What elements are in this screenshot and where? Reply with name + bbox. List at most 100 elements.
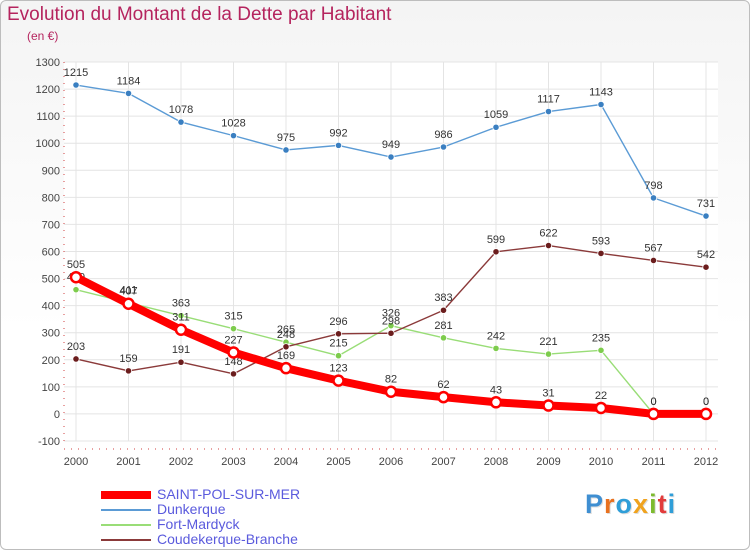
y-tick-label: 0	[54, 409, 60, 421]
data-label-dunkerque: 986	[434, 129, 452, 141]
legend-label: Fort-Mardyck	[157, 516, 240, 532]
data-point-dunkerque	[387, 153, 395, 161]
data-point-dunkerque	[282, 146, 290, 154]
x-tick-label: 2012	[694, 456, 718, 468]
data-point-coudekerque-branche	[544, 241, 553, 250]
data-label-fort-mardyck: 363	[172, 298, 190, 310]
data-label-dunkerque: 798	[644, 180, 662, 192]
data-point-saint-pol-sur-mer	[279, 361, 293, 375]
x-tick-label: 2010	[589, 456, 613, 468]
data-label-coudekerque-branche: 542	[697, 249, 715, 261]
y-tick-label: 900	[42, 165, 60, 177]
y-tick-label: 400	[42, 301, 60, 313]
data-label-coudekerque-branche: 159	[119, 353, 137, 365]
data-label-fort-mardyck: 0	[650, 396, 656, 408]
data-label-dunkerque: 1215	[64, 67, 88, 79]
data-point-coudekerque-branche	[229, 370, 238, 378]
data-point-coudekerque-branche	[439, 306, 448, 314]
data-point-coudekerque-branche	[702, 263, 710, 271]
y-tick-label: 500	[42, 274, 60, 286]
data-point-dunkerque	[492, 123, 500, 131]
data-label-dunkerque: 1143	[589, 87, 613, 99]
data-label-dunkerque: 1184	[117, 75, 141, 87]
data-point-saint-pol-sur-mer	[227, 346, 240, 359]
data-label-coudekerque-branche: 567	[644, 242, 662, 254]
legend-swatch	[101, 524, 151, 526]
data-label-saint-pol-sur-mer: 22	[595, 390, 607, 402]
x-tick-label: 2004	[274, 456, 298, 468]
data-point-dunkerque	[229, 132, 238, 140]
y-tick-label: 600	[42, 247, 60, 259]
data-point-fort-mardyck	[597, 346, 605, 354]
legend-swatch	[101, 491, 151, 499]
data-label-saint-pol-sur-mer: 227	[224, 334, 242, 346]
x-tick-label: 2001	[116, 456, 140, 468]
data-point-dunkerque	[702, 212, 710, 220]
y-tick-label: 200	[42, 355, 60, 367]
data-point-saint-pol-sur-mer	[332, 374, 345, 387]
data-point-coudekerque-branche	[387, 329, 395, 337]
data-label-fort-mardyck: 315	[224, 311, 242, 323]
data-label-fort-mardyck: 215	[329, 338, 347, 350]
data-point-dunkerque	[649, 194, 658, 202]
data-point-coudekerque-branche	[597, 249, 605, 257]
data-point-coudekerque-branche	[282, 343, 290, 351]
data-label-coudekerque-branche: 203	[67, 341, 85, 353]
legend-swatch	[101, 509, 151, 511]
data-point-dunkerque	[334, 141, 343, 149]
chart-subtitle: (en €)	[27, 29, 59, 43]
data-point-saint-pol-sur-mer	[542, 399, 555, 412]
data-point-saint-pol-sur-mer	[122, 297, 135, 310]
data-point-fort-mardyck	[72, 286, 80, 294]
y-tick-label: 1000	[36, 138, 60, 150]
data-label-coudekerque-branche: 248	[277, 329, 295, 341]
data-label-dunkerque: 949	[382, 139, 400, 151]
data-point-fort-mardyck	[492, 344, 500, 353]
data-label-fort-mardyck: 242	[487, 330, 505, 342]
data-label-saint-pol-sur-mer: 505	[67, 259, 85, 271]
y-tick-label: 1300	[36, 57, 60, 69]
data-label-saint-pol-sur-mer: 123	[329, 363, 347, 375]
data-label-coudekerque-branche: 383	[434, 292, 452, 304]
data-label-saint-pol-sur-mer: 82	[385, 374, 397, 386]
data-label-fort-mardyck: 235	[592, 332, 610, 344]
data-point-dunkerque	[72, 81, 80, 89]
data-label-fort-mardyck: 326	[382, 308, 400, 320]
data-point-saint-pol-sur-mer	[437, 390, 450, 404]
data-label-saint-pol-sur-mer: 169	[277, 350, 295, 362]
chart-title: Evolution du Montant de la Dette par Hab…	[7, 4, 392, 25]
data-point-dunkerque	[597, 100, 605, 109]
x-tick-label: 2000	[64, 456, 88, 468]
data-point-dunkerque	[439, 143, 448, 151]
x-tick-label: 2006	[379, 456, 403, 468]
data-label-coudekerque-branche: 622	[539, 228, 557, 240]
data-point-dunkerque	[124, 89, 133, 98]
data-label-saint-pol-sur-mer: 0	[703, 396, 709, 408]
data-point-saint-pol-sur-mer	[699, 407, 713, 421]
data-point-coudekerque-branche	[124, 367, 133, 375]
data-point-saint-pol-sur-mer	[69, 270, 83, 284]
proxiti-logo: Proxiti	[585, 489, 677, 519]
data-point-saint-pol-sur-mer	[174, 323, 188, 336]
data-label-dunkerque: 731	[697, 198, 715, 210]
data-label-coudekerque-branche: 296	[329, 316, 347, 328]
y-tick-label: 700	[42, 219, 60, 231]
data-label-saint-pol-sur-mer: 0	[650, 396, 656, 408]
data-label-coudekerque-branche: 191	[172, 344, 190, 356]
data-label-saint-pol-sur-mer: 407	[119, 286, 137, 298]
data-point-saint-pol-sur-mer	[384, 385, 398, 398]
data-point-fort-mardyck	[334, 352, 343, 360]
data-label-coudekerque-branche: 148	[224, 356, 242, 368]
data-label-dunkerque: 975	[277, 132, 295, 144]
data-label-dunkerque: 1117	[537, 94, 560, 106]
data-label-coudekerque-branche: 599	[487, 234, 505, 246]
x-tick-label: 2007	[431, 456, 455, 468]
x-tick-label: 2008	[484, 456, 508, 468]
data-point-saint-pol-sur-mer	[647, 407, 660, 421]
data-point-coudekerque-branche	[334, 330, 343, 338]
data-point-coudekerque-branche	[649, 256, 658, 265]
data-label-coudekerque-branche: 298	[382, 315, 400, 327]
x-tick-label: 2003	[221, 456, 245, 468]
